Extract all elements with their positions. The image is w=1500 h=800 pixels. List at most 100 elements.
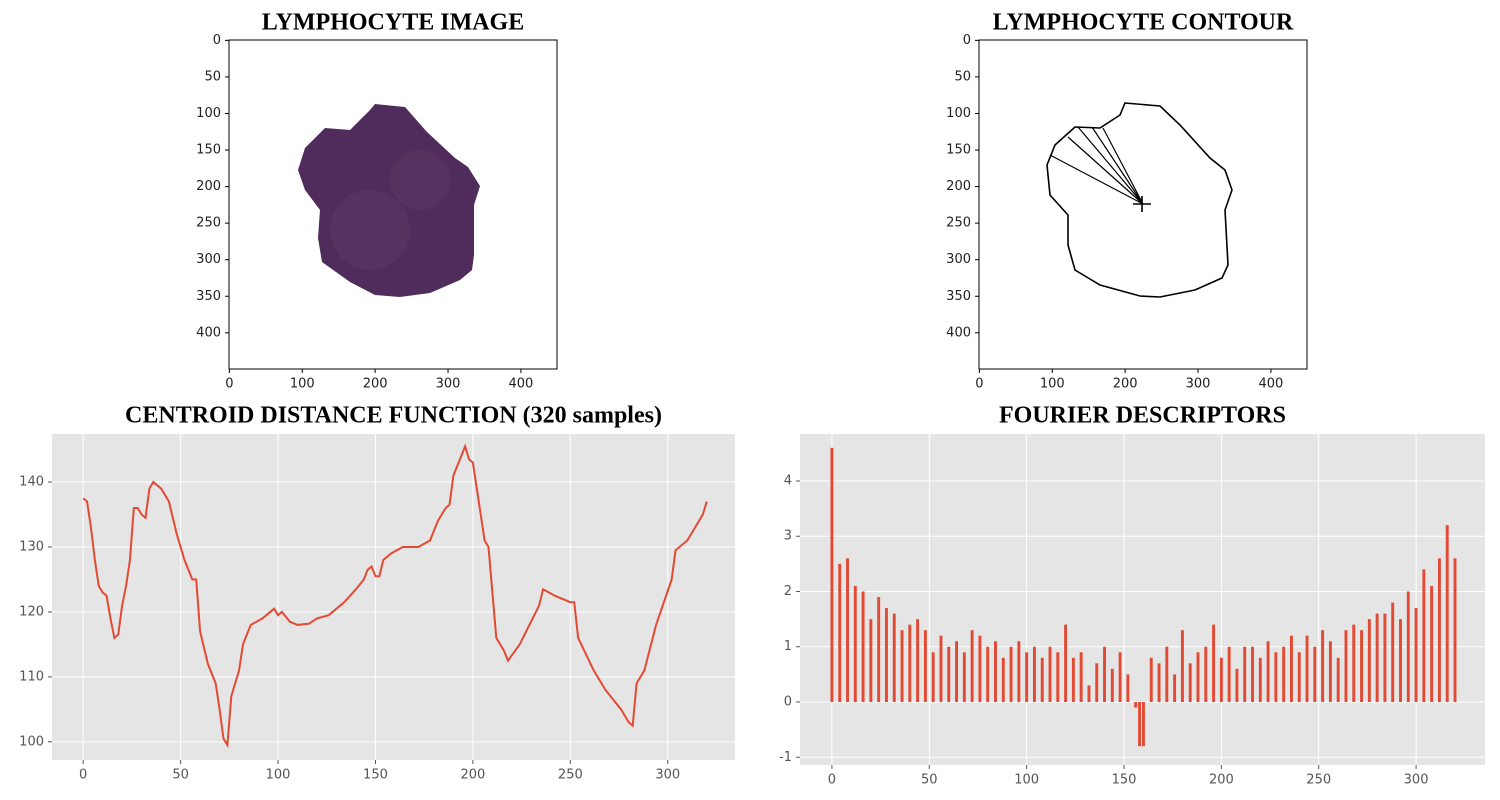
bar xyxy=(1422,569,1426,703)
x-tick-label: 200 xyxy=(363,377,388,392)
bar xyxy=(1289,635,1293,703)
x-tick-label: 200 xyxy=(1209,773,1234,788)
y-tick-label: 1 xyxy=(784,639,792,654)
bar xyxy=(931,652,935,703)
x-tick-label: 150 xyxy=(1112,773,1137,788)
cell-contour xyxy=(1046,102,1233,298)
bar xyxy=(1219,657,1223,703)
bar xyxy=(1445,525,1449,703)
bar xyxy=(1071,657,1075,703)
bar xyxy=(1157,663,1161,703)
bar xyxy=(877,597,881,703)
bar xyxy=(1414,608,1418,703)
x-tick-label: 400 xyxy=(1259,377,1284,392)
plot-background xyxy=(52,434,735,760)
bar xyxy=(1321,630,1325,703)
bar xyxy=(1336,657,1340,703)
x-tick-label: 300 xyxy=(655,768,680,783)
bar xyxy=(1360,630,1364,703)
x-tick-label: 150 xyxy=(363,768,388,783)
axes: CENTROID DISTANCE FUNCTION (320 samples)… xyxy=(19,403,735,783)
data-line xyxy=(82,443,708,749)
y-tick-label: 0 xyxy=(213,33,221,48)
x-tick-label: 0 xyxy=(975,377,983,392)
bar xyxy=(1087,685,1091,703)
bar xyxy=(1017,641,1021,703)
y-tick-label: 3 xyxy=(784,529,792,544)
bar xyxy=(892,613,896,703)
bar xyxy=(1204,646,1208,703)
bar xyxy=(861,591,865,703)
bar xyxy=(838,563,842,703)
bar xyxy=(846,558,849,703)
bar xyxy=(1009,646,1013,703)
y-tick-label: 0 xyxy=(963,33,971,48)
x-tick-label: 300 xyxy=(1186,377,1211,392)
chart-title: CENTROID DISTANCE FUNCTION (320 samples) xyxy=(125,403,662,429)
y-tick-label: 50 xyxy=(204,69,221,84)
bar xyxy=(1079,652,1083,703)
x-tick-label: 100 xyxy=(1040,377,1065,392)
radial-lines xyxy=(1049,126,1144,205)
bar xyxy=(1406,591,1410,703)
y-tick-label: 100 xyxy=(946,106,971,121)
bar xyxy=(1453,558,1457,703)
bar xyxy=(1149,657,1153,703)
bar xyxy=(1243,646,1247,703)
chart-title: FOURIER DESCRIPTORS xyxy=(999,403,1286,429)
bar xyxy=(908,624,912,703)
y-tick-label: 100 xyxy=(19,734,44,749)
bar xyxy=(1180,630,1184,703)
bar xyxy=(1430,585,1434,703)
x-tick-label: 400 xyxy=(509,377,534,392)
bar xyxy=(1134,702,1138,708)
y-tick-label: 130 xyxy=(19,539,44,554)
y-tick-label: 350 xyxy=(196,289,221,304)
y-tick-label: 4 xyxy=(784,473,792,488)
y-tick-label: 250 xyxy=(946,216,971,231)
y-tick-label: 150 xyxy=(946,143,971,158)
x-tick-label: 250 xyxy=(558,768,583,783)
bar xyxy=(1367,619,1371,703)
x-tick-label: 50 xyxy=(921,773,938,788)
bar xyxy=(1266,641,1270,703)
bar xyxy=(1165,646,1169,703)
bar xyxy=(916,619,920,703)
axes-frame xyxy=(978,39,1308,370)
bar xyxy=(962,652,966,703)
bar xyxy=(1040,657,1044,703)
x-tick-label: 50 xyxy=(172,768,189,783)
axes: LYMPHOCYTE CONTOUR 0 100 200 300 400 0 50 100 150… xyxy=(946,10,1307,392)
bar xyxy=(1188,663,1192,703)
x-tick-label: 100 xyxy=(266,768,291,783)
y-tick-label: 50 xyxy=(954,69,971,84)
bar xyxy=(853,585,857,703)
cell-texture xyxy=(330,190,410,270)
chart-title: LYMPHOCYTE IMAGE xyxy=(262,10,524,36)
bar xyxy=(1235,668,1239,703)
bar xyxy=(1352,624,1356,703)
contour-outline xyxy=(1046,102,1233,298)
x-tick-label: 200 xyxy=(460,768,485,783)
bar xyxy=(986,646,990,703)
bar xyxy=(1227,646,1231,703)
axes-frame xyxy=(228,39,558,370)
y-tick-label: 300 xyxy=(946,252,971,267)
bar xyxy=(1138,702,1142,747)
x-tick-label: 0 xyxy=(828,773,836,788)
y-tick-label: 250 xyxy=(196,216,221,231)
bar xyxy=(1095,663,1099,703)
bar xyxy=(1258,657,1262,703)
bar xyxy=(1118,652,1122,703)
bar xyxy=(1328,641,1332,703)
x-tick-label: 250 xyxy=(1306,773,1331,788)
bar xyxy=(1297,652,1301,703)
x-tick-label: 0 xyxy=(79,768,87,783)
bar xyxy=(1056,652,1060,703)
bar xyxy=(1251,646,1254,703)
bar xyxy=(1196,652,1200,703)
bar xyxy=(947,646,951,703)
bar xyxy=(1048,646,1052,703)
bar xyxy=(1305,635,1309,703)
